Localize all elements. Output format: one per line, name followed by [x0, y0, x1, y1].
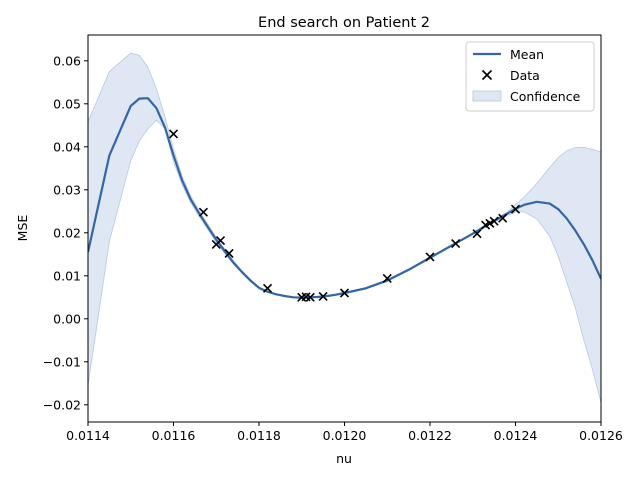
y-tick-label: −0.02 [43, 397, 81, 412]
data-point [215, 235, 226, 246]
data-point [489, 216, 499, 226]
data-point [168, 129, 179, 139]
plot-content [88, 52, 601, 403]
data-point [451, 238, 461, 249]
y-tick-label: 0.00 [53, 311, 81, 326]
y-axis: −0.02 −0.01 0.00 0.01 0.02 0.03 0.04 0.05 0.06 [43, 53, 88, 412]
y-tick-label: 0.02 [53, 225, 81, 240]
legend-confidence-swatch [472, 90, 502, 102]
y-axis-label: MSE [15, 215, 30, 242]
x-tick-label: 0.0126 [579, 428, 623, 443]
x-axis-label: nu [336, 451, 352, 466]
data-point [224, 248, 234, 259]
legend-mean-label: Mean [510, 47, 544, 62]
y-tick-label: −0.01 [43, 354, 81, 369]
legend-data-label: Data [510, 68, 540, 83]
legend: Mean Data Confidence [465, 41, 595, 112]
x-tick-label: 0.0124 [494, 428, 538, 443]
data-point [382, 273, 392, 283]
y-tick-label: 0.05 [53, 96, 81, 111]
data-point [198, 207, 208, 217]
data-point [305, 292, 315, 302]
x-tick-label: 0.0118 [237, 428, 281, 443]
x-tick-label: 0.0116 [152, 428, 196, 443]
x-tick-label: 0.0114 [66, 428, 110, 443]
x-axis: 0.0114 0.0116 0.0118 0.0120 0.0122 0.0124 0.01… [66, 422, 623, 443]
data-point [472, 229, 482, 239]
data-point [510, 204, 521, 214]
y-tick-label: 0.03 [53, 182, 81, 197]
chart-title: End search on Patient 2 [258, 15, 430, 31]
data-point [262, 283, 273, 293]
data-point [339, 288, 350, 298]
y-tick-label: 0.06 [53, 53, 81, 68]
data-point [318, 291, 328, 302]
x-tick-label: 0.0122 [408, 428, 452, 443]
y-tick-label: 0.04 [53, 139, 81, 154]
legend-confidence-label: Confidence [510, 89, 581, 104]
y-tick-label: 0.01 [53, 268, 81, 283]
data-point [498, 213, 508, 223]
plot-area [88, 52, 601, 403]
x-tick-label: 0.0120 [323, 428, 367, 443]
data-point [425, 252, 435, 262]
legend-data-swatch [481, 69, 493, 81]
